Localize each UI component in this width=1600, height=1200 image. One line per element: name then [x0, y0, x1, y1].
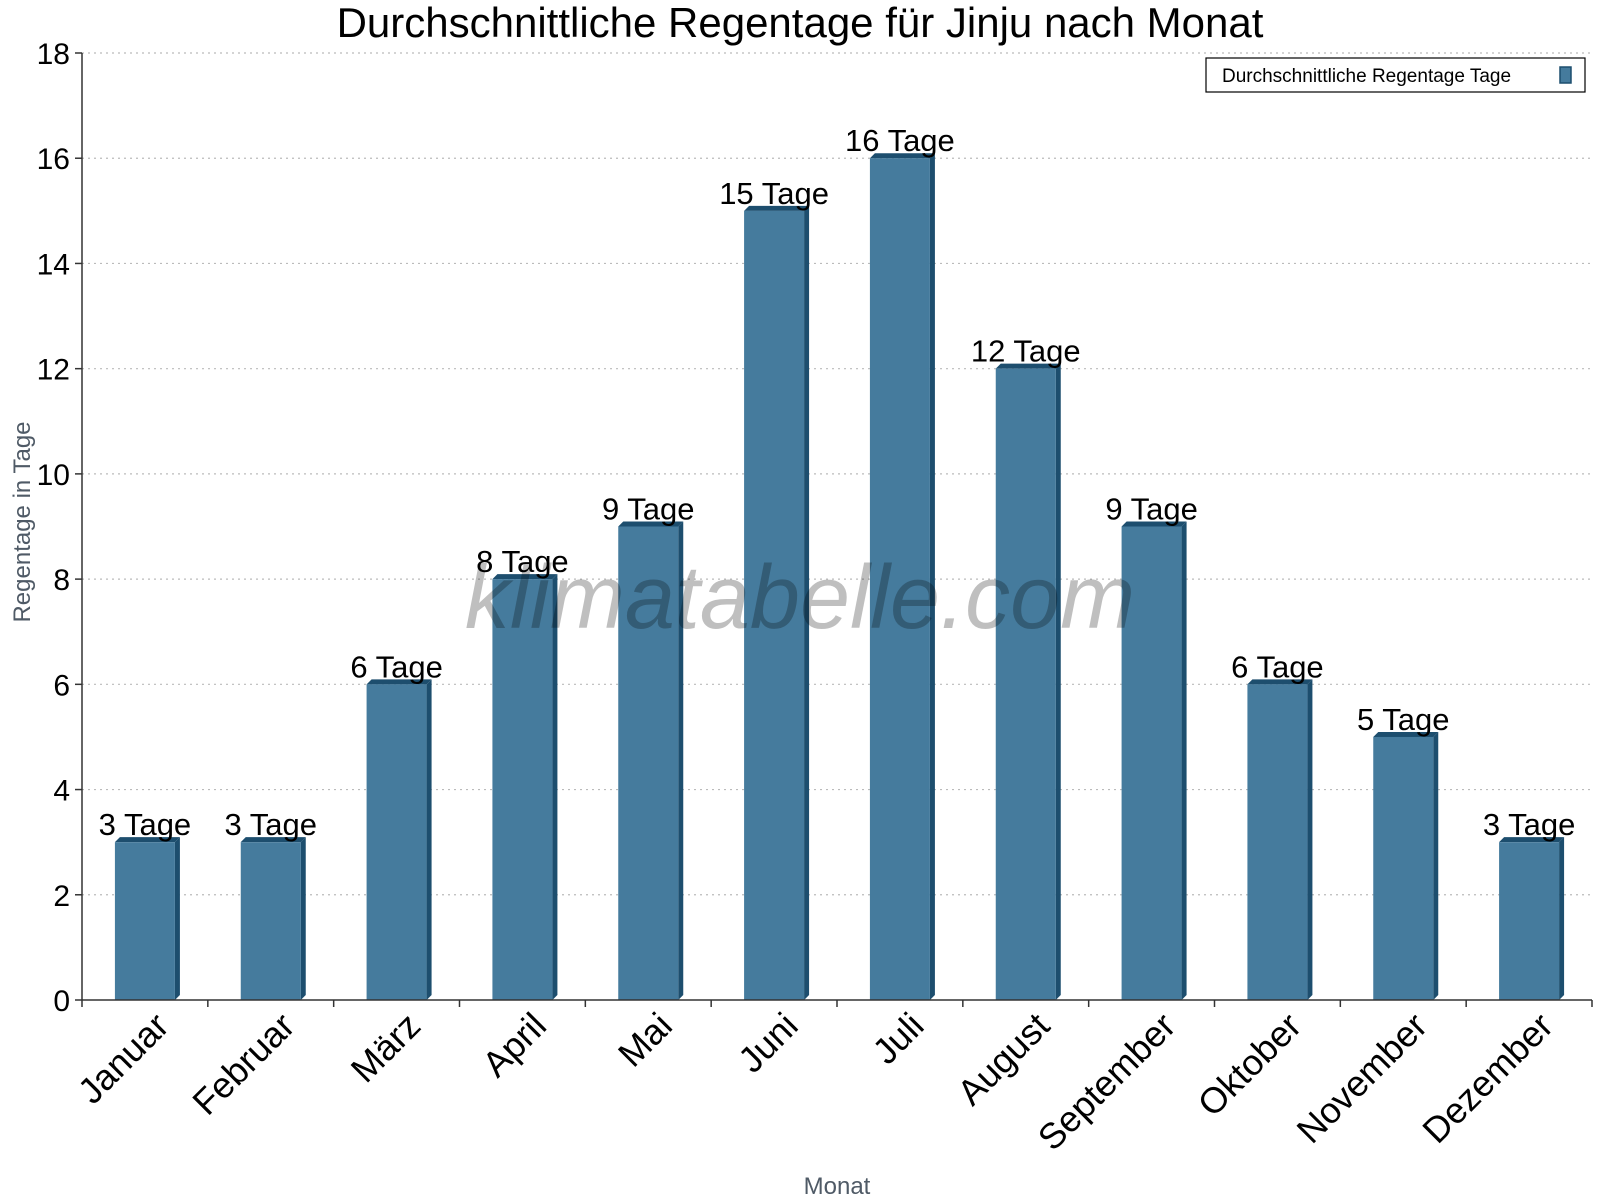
y-tick-label: 6	[53, 669, 70, 702]
data-label: 16 Tage	[845, 123, 955, 158]
bar	[1499, 837, 1565, 1000]
bar-side	[678, 521, 684, 1000]
bar	[744, 205, 810, 1001]
legend-label: Durchschnittliche Regentage Tage	[1222, 66, 1511, 87]
bar-top	[618, 521, 684, 527]
bar	[114, 837, 180, 1000]
y-tick-label: 14	[37, 248, 70, 281]
bar-top	[1121, 521, 1187, 527]
bar-front	[1247, 684, 1308, 1000]
bar	[492, 574, 558, 1000]
bar-top	[744, 205, 810, 211]
bar-side	[1055, 363, 1061, 1001]
y-tick-label: 12	[37, 354, 70, 387]
watermark: klimatabelle.com	[465, 548, 1135, 648]
bar-side	[300, 837, 306, 1000]
x-tick-label: April	[474, 1005, 554, 1085]
bar-front	[114, 842, 175, 1000]
x-tick-label: März	[343, 1005, 429, 1091]
data-labels: 3 Tage 3 Tage 6 Tage 8 Tage 9 Tage 15 Tage 16 …	[99, 123, 1576, 842]
y-tick-label: 10	[37, 459, 70, 492]
bar-side	[1559, 837, 1565, 1000]
x-tick-label: Januar	[70, 1005, 177, 1112]
bar-front	[1373, 736, 1434, 1000]
y-axis-label: Regentage in Tage	[9, 421, 36, 622]
bar-top	[366, 679, 432, 685]
data-label: 15 Tage	[719, 176, 829, 211]
bar-front	[869, 158, 930, 1000]
y-tick-label: 8	[53, 564, 70, 597]
bar	[1121, 521, 1187, 1000]
data-label: 9 Tage	[602, 492, 695, 527]
bar-top	[492, 574, 558, 580]
bar-side	[1307, 679, 1313, 1000]
x-tick-label: Februar	[184, 1005, 302, 1123]
bar-side	[929, 153, 935, 1000]
bar-top	[995, 363, 1061, 369]
data-label: 3 Tage	[99, 807, 192, 842]
data-label: 12 Tage	[971, 334, 1081, 369]
bar	[869, 153, 935, 1000]
bar-top	[1499, 837, 1565, 843]
bar-side	[1433, 731, 1439, 1000]
bar	[995, 363, 1061, 1001]
data-label: 6 Tage	[1231, 649, 1324, 684]
legend: Durchschnittliche Regentage Tage	[1205, 57, 1586, 93]
bar-top	[869, 153, 935, 159]
bar-front	[1499, 842, 1560, 1000]
bar-side	[426, 679, 432, 1000]
bar-front	[366, 684, 427, 1000]
bar-top	[1247, 679, 1313, 685]
y-tick-label: 4	[53, 775, 70, 808]
x-tick-label: Oktober	[1190, 1005, 1310, 1125]
y-tick-label: 0	[53, 985, 70, 1018]
bar-top	[114, 837, 180, 843]
bar-side	[804, 205, 810, 1001]
bar	[366, 679, 432, 1000]
bar-front	[995, 368, 1056, 1001]
legend-swatch	[1559, 66, 1572, 84]
legend-box	[1205, 57, 1586, 93]
bar-front	[618, 526, 679, 1000]
data-label: 3 Tage	[1483, 807, 1576, 842]
data-label: 9 Tage	[1105, 492, 1198, 527]
bar	[1247, 679, 1313, 1000]
bar-front	[240, 842, 301, 1000]
bar-side	[1181, 521, 1187, 1000]
bar-top	[1373, 731, 1439, 737]
x-tick-label: Juli	[864, 1005, 931, 1072]
x-tick-label: Mai	[610, 1005, 680, 1075]
y-tick-label: 18	[37, 38, 70, 71]
x-axis-label: Monat	[804, 1173, 871, 1200]
grid-lines	[82, 52, 1592, 896]
data-label: 8 Tage	[476, 544, 569, 579]
x-tick-label: Dezember	[1414, 1005, 1560, 1151]
bar-side	[174, 837, 180, 1000]
x-tick-label: Juni	[730, 1005, 806, 1081]
y-tick-label: 16	[37, 143, 70, 176]
data-label: 6 Tage	[350, 649, 443, 684]
bars	[114, 153, 1565, 1001]
bar-front	[744, 210, 805, 1001]
bar-side	[552, 574, 558, 1000]
data-label: 5 Tage	[1357, 702, 1450, 737]
bar	[240, 837, 306, 1000]
data-label: 3 Tage	[224, 807, 317, 842]
bar-top	[240, 837, 306, 843]
bar-front	[492, 579, 553, 1000]
x-tick-label: September	[1030, 1005, 1184, 1159]
x-tick-label: November	[1288, 1005, 1434, 1151]
bar	[618, 521, 684, 1000]
y-tick-label: 2	[53, 880, 70, 913]
chart-title: Durchschnittliche Regentage für Jinju na…	[337, 0, 1264, 46]
bar-front	[1121, 526, 1182, 1000]
bar	[1373, 731, 1439, 1000]
x-tick-label: August	[949, 1005, 1057, 1113]
